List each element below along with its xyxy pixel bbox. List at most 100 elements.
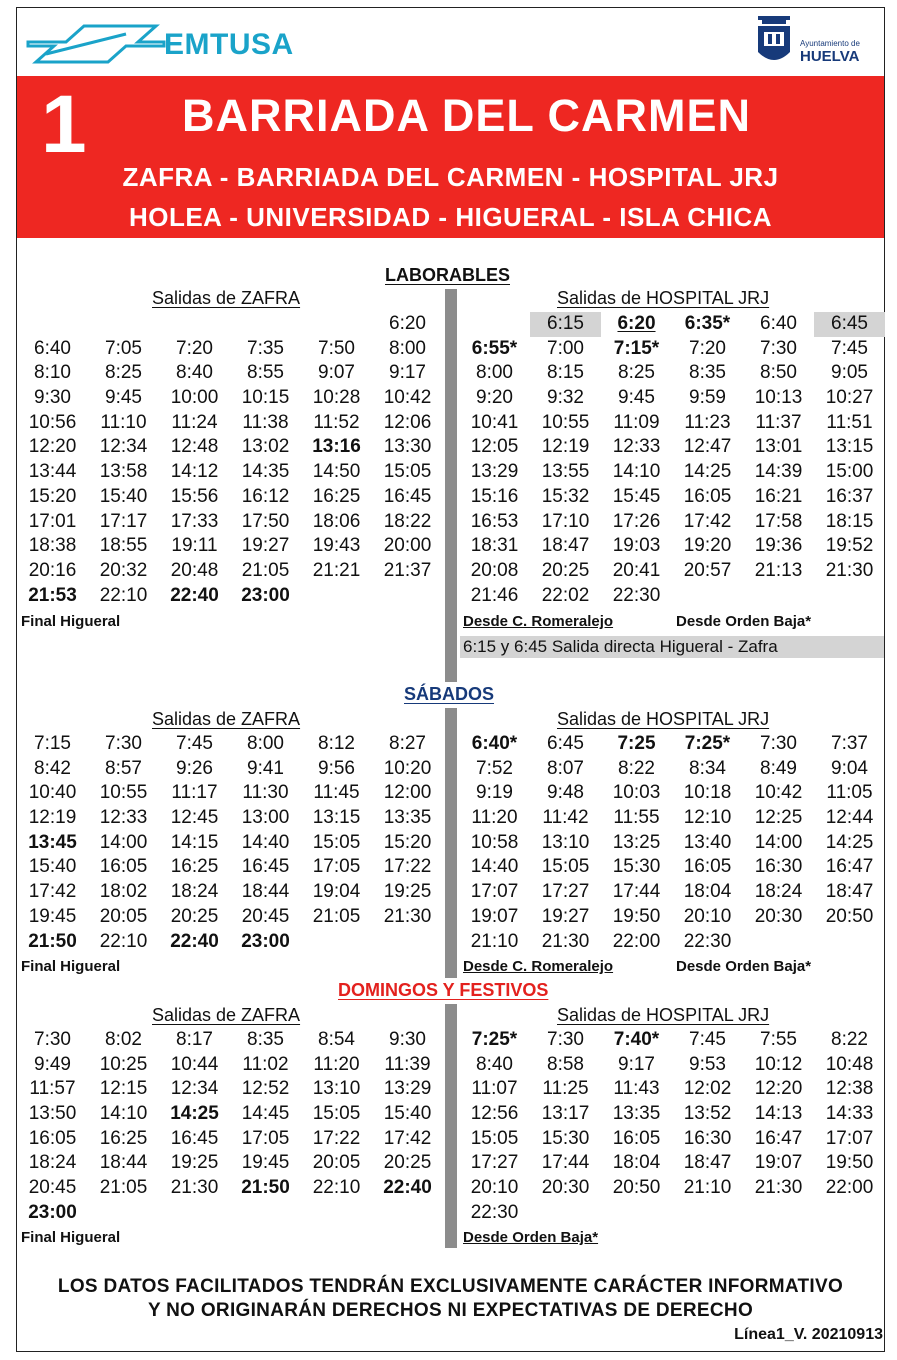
departure-time: 13:40 <box>683 831 732 853</box>
version-label: Línea1_V. 20210913 <box>734 1326 883 1343</box>
departure-time: 17:33 <box>170 510 219 532</box>
departure-time: 17:27 <box>470 1152 519 1174</box>
departure-time: 21:30 <box>754 1177 803 1199</box>
heading-label: Salidas de HOSPITAL JRJ <box>557 1005 770 1025</box>
departure-time: 12:20 <box>754 1078 803 1100</box>
departure-time: 8:42 <box>34 757 71 779</box>
departure-time: 20:41 <box>612 559 661 581</box>
departure-time: 18:31 <box>470 535 519 557</box>
departure-time: 10:55 <box>99 782 148 804</box>
footer-final-higueral: Final Higueral <box>21 1229 121 1246</box>
departure-time: 18:02 <box>99 881 148 903</box>
departure-time: 7:30 <box>547 1029 584 1050</box>
departure-time: 17:07 <box>825 1127 874 1149</box>
departure-time: 22:40 <box>170 930 219 952</box>
departure-time: 20:00 <box>383 535 432 557</box>
departure-time: 15:20 <box>28 485 77 507</box>
departure-time: 19:25 <box>170 1152 219 1174</box>
footer-final-higueral: Final Higueral <box>21 613 121 630</box>
departure-time: 18:47 <box>541 535 590 557</box>
route-line-2: HOLEA - UNIVERSIDAD - HIGUERAL - ISLA CH… <box>128 202 773 232</box>
departure-time: 7:25* <box>684 733 731 754</box>
departure-time: 14:10 <box>612 461 661 483</box>
departure-time: 17:07 <box>470 881 519 903</box>
departure-time: 11:05 <box>826 782 873 804</box>
departure-time: 21:50 <box>241 1177 290 1199</box>
departure-time: 16:37 <box>825 485 874 507</box>
departure-time: 13:29 <box>383 1078 432 1100</box>
departure-time: 12:47 <box>683 436 732 458</box>
departure-time: 15:40 <box>28 856 77 878</box>
departure-time: 21:10 <box>683 1177 732 1199</box>
brand-name: EMTUSA <box>164 28 294 61</box>
departure-time: 9:56 <box>318 757 355 779</box>
departure-time: 11:02 <box>242 1053 289 1075</box>
departure-time: 18:47 <box>683 1152 732 1174</box>
departure-time: 13:01 <box>754 436 803 458</box>
departure-time: 10:56 <box>28 411 77 433</box>
departure-time: 16:45 <box>383 485 432 507</box>
departure-time: 17:26 <box>612 510 661 532</box>
note-direct-service: 6:15 y 6:45 Salida directa Higueral - Za… <box>460 636 884 658</box>
departure-time: 8:25 <box>105 362 142 384</box>
departure-time: 16:47 <box>754 1127 803 1149</box>
departure-time: 7:20 <box>689 337 726 359</box>
departure-time: 12:34 <box>99 436 148 458</box>
departure-time: 19:04 <box>312 881 361 903</box>
departure-time: 15:20 <box>383 831 432 853</box>
departure-time: 18:44 <box>241 881 290 903</box>
departure-time: 12:44 <box>825 807 874 829</box>
crest-city: HUELVA <box>800 48 860 65</box>
departure-time: 8:54 <box>318 1029 355 1050</box>
departure-time: 6:45 <box>814 312 885 337</box>
departure-time: 8:15 <box>547 362 584 384</box>
departure-time: 16:21 <box>754 485 803 507</box>
departure-time: 21:05 <box>312 905 361 927</box>
departure-time: 7:05 <box>105 337 142 359</box>
departure-time: 17:10 <box>541 510 590 532</box>
departure-time: 13:55 <box>541 461 590 483</box>
departure-time: 14:33 <box>825 1103 874 1125</box>
departure-time: 8:00 <box>247 733 284 754</box>
disclaimer-line-1: LOS DATOS FACILITADOS TENDRÁN EXCLUSIVAM… <box>57 1276 844 1297</box>
departure-time: 11:42 <box>542 807 589 829</box>
departure-time: 9:59 <box>689 387 726 409</box>
departure-time: 19:50 <box>825 1152 874 1174</box>
departure-time: 16:30 <box>754 856 803 878</box>
departure-time: 7:30 <box>760 733 797 754</box>
departure-time: 14:15 <box>170 831 219 853</box>
departure-time: 21:37 <box>383 559 432 581</box>
departure-time: 12:19 <box>541 436 590 458</box>
departure-time: 9:30 <box>389 1029 426 1050</box>
heading-salidas-hospital: Salidas de HOSPITAL JRJ <box>557 1005 769 1026</box>
line-name: BARRIADA DEL CARMEN <box>182 90 751 141</box>
departure-time: 21:13 <box>754 559 803 581</box>
emtusa-logo: EMTUSA <box>26 18 366 68</box>
empty-cell <box>459 312 530 337</box>
column-divider <box>445 289 457 682</box>
departure-time: 9:45 <box>618 387 655 409</box>
departure-time: 10:42 <box>383 387 432 409</box>
departure-time: 8:55 <box>247 362 284 384</box>
departure-time: 13:45 <box>28 831 77 853</box>
departure-time: 19:45 <box>28 905 77 927</box>
departure-time: 20:48 <box>170 559 219 581</box>
empty-cell <box>159 312 230 337</box>
departure-time: 21:46 <box>470 584 519 606</box>
departure-time: 8:12 <box>318 733 355 754</box>
departure-time: 6:40* <box>471 733 518 754</box>
departure-time: 13:44 <box>28 461 77 483</box>
departure-time: 11:09 <box>613 411 660 433</box>
departure-time: 11:52 <box>313 411 360 433</box>
departure-time: 20:50 <box>612 1177 661 1199</box>
departure-time: 14:00 <box>99 831 148 853</box>
departure-time: 18:24 <box>754 881 803 903</box>
departure-time: 18:44 <box>99 1152 148 1174</box>
departure-time: 17:44 <box>612 881 661 903</box>
departure-time: 10:18 <box>683 782 732 804</box>
departure-time: 8:49 <box>760 757 797 779</box>
departure-time: 19:20 <box>683 535 732 557</box>
departure-time: 8:00 <box>389 337 426 359</box>
departure-time: 13:30 <box>383 436 432 458</box>
departure-time: 11:57 <box>29 1078 76 1100</box>
